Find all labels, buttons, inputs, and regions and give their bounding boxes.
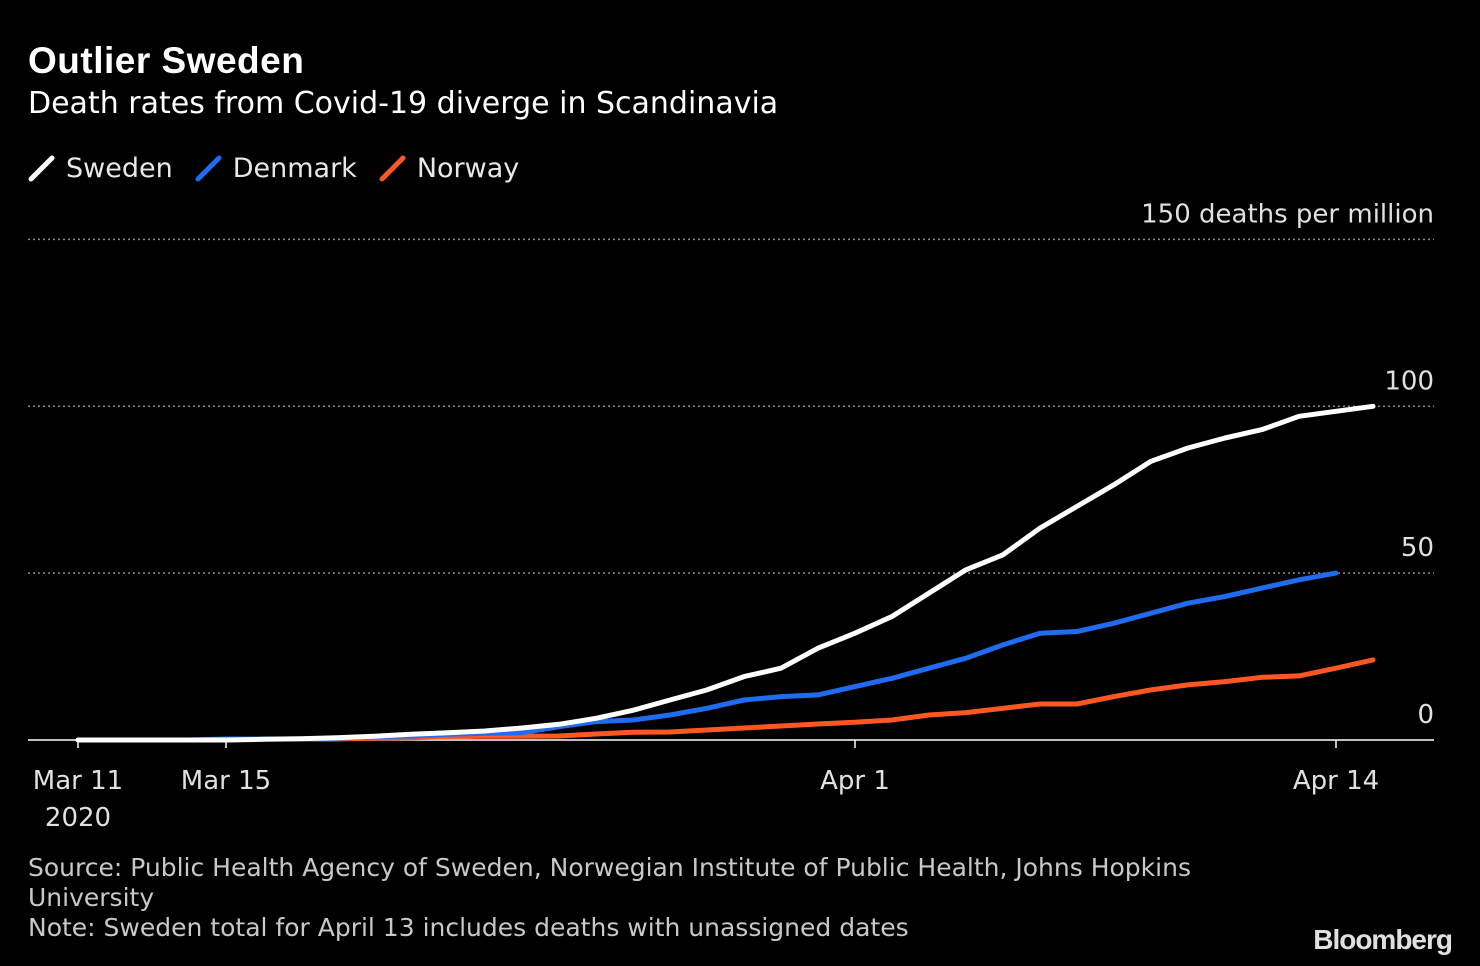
legend-swatch-sweden — [28, 155, 55, 182]
note-line: Note: Sweden total for April 13 includes… — [28, 913, 909, 942]
x-tick-label-2: Apr 1 — [820, 766, 890, 796]
x-tick-label-0: Mar 11 — [33, 766, 123, 796]
legend-label-denmark: Denmark — [232, 152, 357, 184]
y-tick-label-100: 100 — [1384, 366, 1434, 396]
source-line-1: Source: Public Health Agency of Sweden, … — [28, 853, 1191, 882]
legend-item-sweden: Sweden — [28, 153, 173, 184]
series-line-norway — [75, 657, 1376, 743]
legend-swatch-norway — [379, 155, 406, 182]
source-line-2: University — [28, 883, 155, 912]
legend-item-denmark: Denmark — [195, 153, 357, 184]
x-tick-label-1: Mar 15 — [181, 766, 271, 796]
legend-label-sweden: Sweden — [66, 152, 173, 184]
x-tick-label-3: Apr 14 — [1293, 766, 1379, 796]
legend-label-norway: Norway — [416, 152, 520, 184]
y-tick-label-150: 150 deaths per million — [1141, 199, 1434, 229]
legend: Sweden Denmark Norway — [28, 152, 541, 184]
legend-swatch-denmark — [195, 155, 222, 182]
series-line-denmark — [75, 570, 1339, 743]
bloomberg-logo: Bloomberg — [1313, 924, 1453, 955]
chart-title: Outlier Sweden — [28, 40, 305, 81]
y-tick-label-50: 50 — [1401, 533, 1434, 563]
series-line-sweden — [75, 403, 1376, 743]
chart-subtitle: Death rates from Covid-19 diverge in Sca… — [28, 86, 779, 121]
legend-item-norway: Norway — [379, 153, 519, 184]
x-tick-sublabel-0: 2020 — [45, 803, 111, 833]
y-tick-label-0: 0 — [1417, 700, 1434, 730]
